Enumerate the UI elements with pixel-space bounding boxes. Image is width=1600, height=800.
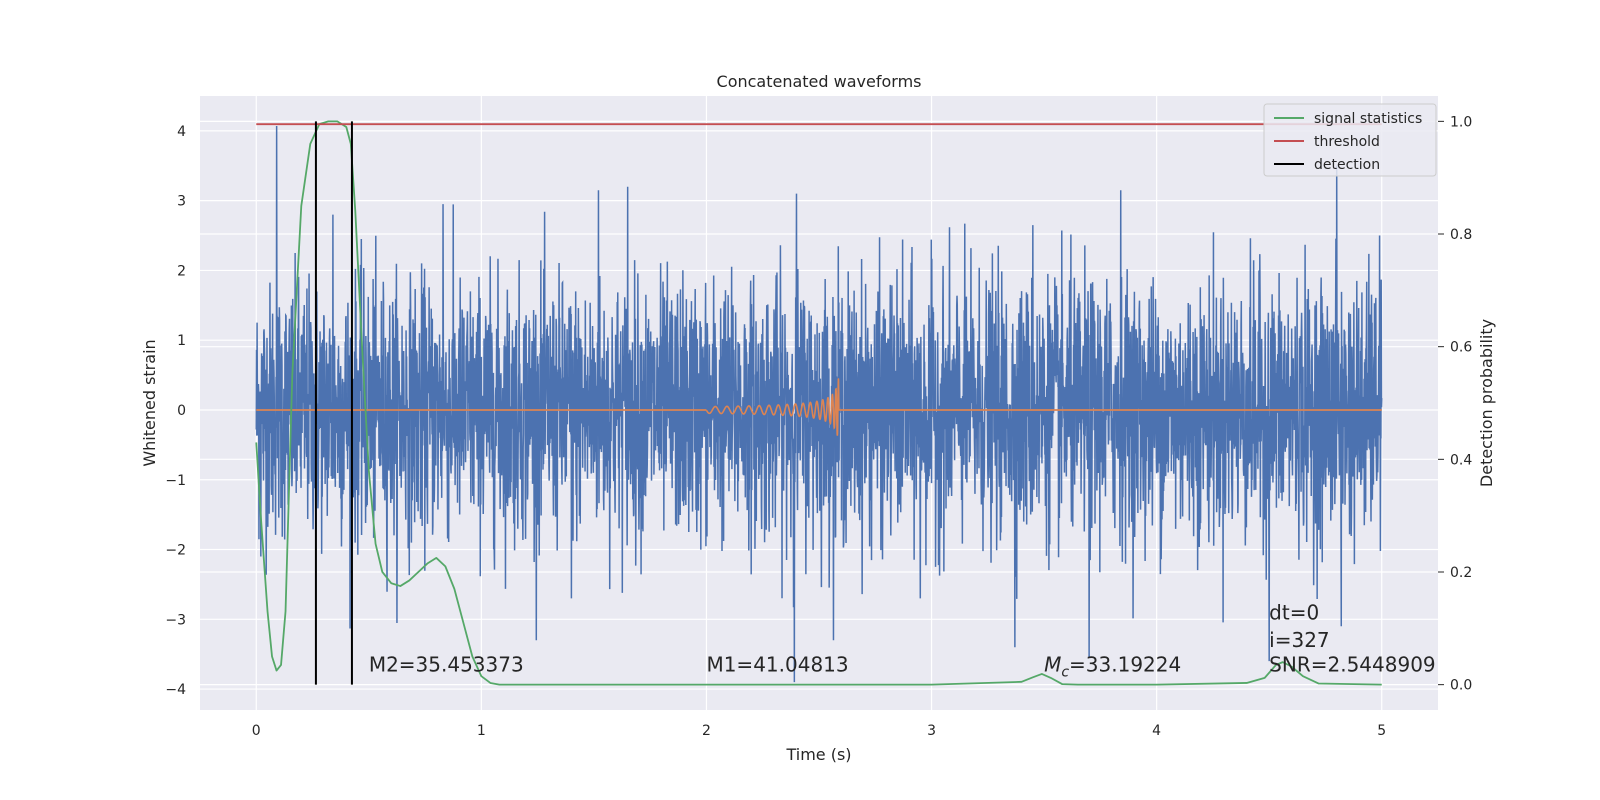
y2-tick-label: 0.8 bbox=[1450, 227, 1472, 243]
y-tick-label: 3 bbox=[177, 194, 186, 210]
x-tick-label: 1 bbox=[477, 723, 486, 739]
annotation-text: dt=0 bbox=[1269, 600, 1319, 624]
y-tick-label: −3 bbox=[165, 612, 186, 628]
chirp-series bbox=[256, 378, 1382, 436]
x-tick-label: 2 bbox=[702, 723, 711, 739]
legend: signal statistics threshold detection bbox=[1263, 103, 1437, 177]
y-tick-label: 1 bbox=[177, 333, 186, 349]
y-tick-label: −2 bbox=[165, 543, 186, 559]
annotations: M2=35.453373 M1=41.04813 Mc=33.19224 SNR=2.… bbox=[369, 600, 1436, 680]
annotation-text: i=327 bbox=[1269, 628, 1330, 652]
signal-statistics-line bbox=[255, 120, 1382, 686]
x-tick-label: 3 bbox=[927, 723, 936, 739]
y-axis-label: Whitened strain bbox=[140, 339, 159, 466]
x-tick-label: 4 bbox=[1152, 723, 1161, 739]
x-axis-label: Time (s) bbox=[785, 745, 851, 764]
annotation-text: Mc=33.19224 bbox=[1044, 653, 1181, 681]
y2-tick-label: 0.4 bbox=[1450, 452, 1472, 468]
y2-tick-label: 1.0 bbox=[1450, 114, 1472, 130]
y2-tick-label: 0.6 bbox=[1450, 340, 1472, 356]
annotation-text: M1=41.04813 bbox=[706, 653, 848, 677]
y-tick-label: −1 bbox=[165, 473, 186, 489]
annotation-text: SNR=2.5448909 bbox=[1269, 653, 1435, 677]
legend-label: signal statistics bbox=[1314, 111, 1422, 127]
noise-series bbox=[255, 125, 1383, 683]
x-tick-label: 5 bbox=[1377, 723, 1386, 739]
y-tick-label: 0 bbox=[177, 403, 186, 419]
x-tick-label: 0 bbox=[252, 723, 261, 739]
y-tick-label: −4 bbox=[165, 682, 186, 698]
ticks: 0 1 2 3 4 5 −4 −3 −2 −1 0 1 2 3 4 0.0 0.2 0.4 0.6 0.8 1.0 bbox=[165, 114, 1472, 739]
legend-label: detection bbox=[1314, 157, 1380, 173]
y2-tick-label: 0.2 bbox=[1450, 565, 1472, 581]
chirp-line bbox=[705, 378, 840, 436]
legend-box bbox=[1263, 103, 1437, 177]
y-tick-label: 2 bbox=[177, 263, 186, 279]
legend-label: threshold bbox=[1314, 134, 1380, 150]
y2-axis-label: Detection probability bbox=[1477, 319, 1496, 487]
detection-lines bbox=[314, 121, 353, 685]
y-tick-label: 4 bbox=[177, 124, 186, 140]
y2-tick-label: 0.0 bbox=[1450, 678, 1472, 694]
signal-statistics-series bbox=[255, 120, 1382, 686]
chart-title: Concatenated waveforms bbox=[717, 72, 922, 91]
noise-line bbox=[255, 125, 1383, 683]
annotation-text: M2=35.453373 bbox=[369, 653, 524, 677]
